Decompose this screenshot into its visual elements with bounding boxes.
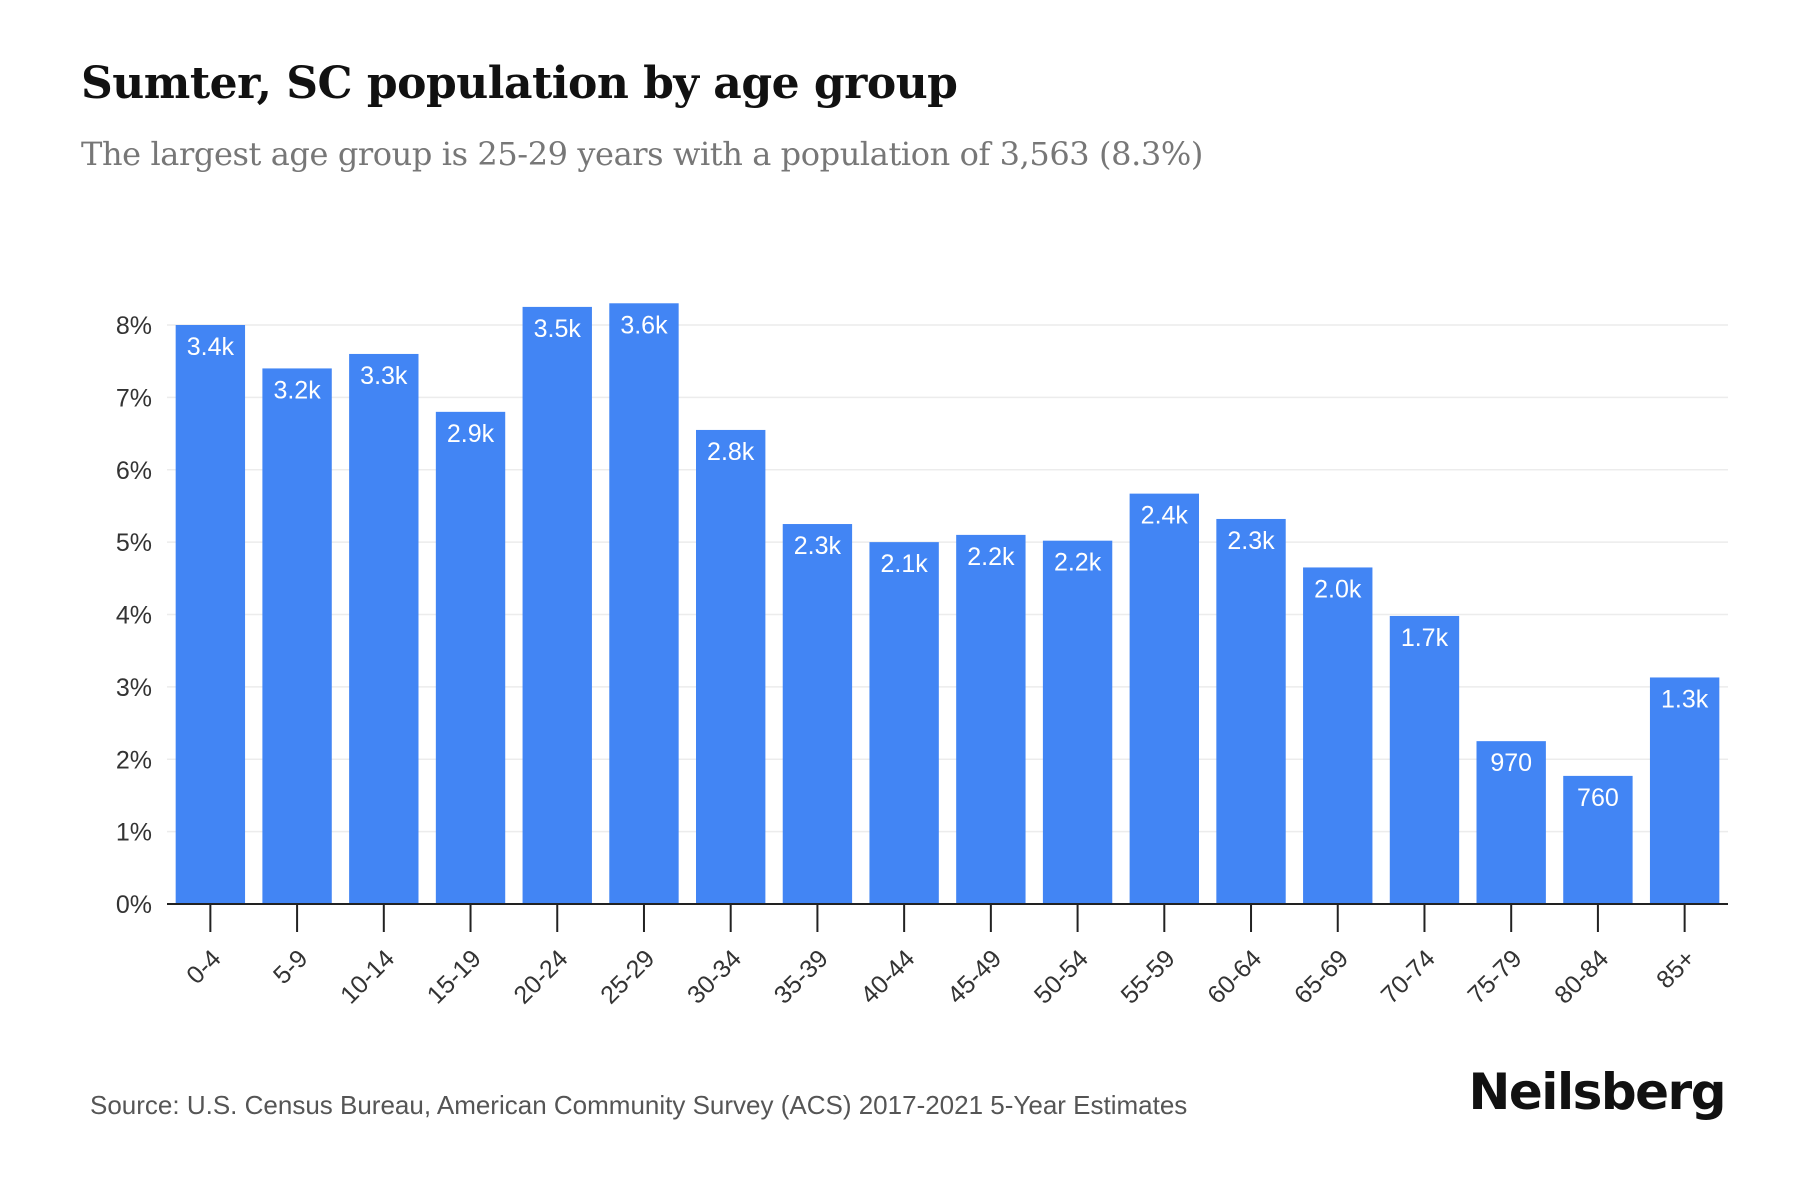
y-tick-label: 5% (116, 529, 152, 557)
bar (262, 368, 332, 904)
x-tick-label: 25-29 (595, 944, 660, 1009)
bar (1389, 615, 1460, 904)
bar-value-label: 2.3k (794, 532, 842, 560)
bar-value-label: 970 (1490, 749, 1532, 777)
x-tick-label: 20-24 (508, 944, 573, 1009)
x-tick-label: 10-14 (335, 944, 400, 1009)
y-tick-label: 3% (116, 674, 152, 702)
bar-value-label: 3.5k (534, 315, 582, 343)
bar (1476, 741, 1546, 904)
x-tick-label: 85+ (1651, 944, 1701, 994)
y-tick-label: 1% (116, 819, 152, 847)
y-tick-label: 2% (116, 746, 152, 774)
bar (175, 325, 246, 904)
x-tick-label: 50-54 (1029, 944, 1094, 1009)
bar-value-label: 2.3k (1227, 527, 1275, 555)
bar (956, 534, 1026, 904)
bar (696, 429, 766, 904)
x-tick-label: 15-19 (422, 944, 487, 1009)
bars: 3.4k 3.2k 3.3k 2.9k 3.5k 3.6k 2.8k 2.3k 2.1k 2.2k… (175, 303, 1720, 905)
bar (1303, 567, 1373, 904)
bar (1563, 775, 1633, 904)
bar (869, 542, 939, 904)
x-tick-label: 35-39 (769, 944, 834, 1009)
y-tick-label: 6% (116, 457, 152, 485)
bar (435, 411, 506, 904)
x-tick-label: 5-9 (268, 944, 313, 989)
x-axis-ticks: 0-4 5-9 10-14 15-19 20-24 25-29 30-34 35-39 40-4… (181, 904, 1701, 1009)
bar (609, 303, 679, 905)
x-tick-label: 55-59 (1116, 944, 1181, 1009)
y-axis-ticks: 0% 1% 2% 3% 4% 5% 6% 7% 8% (116, 312, 152, 919)
bar-value-label: 2.1k (881, 550, 929, 578)
source-note: Source: U.S. Census Bureau, American Com… (90, 1090, 1188, 1120)
y-tick-label: 8% (116, 312, 152, 340)
x-tick-label: 40-44 (855, 944, 920, 1009)
bar-value-label: 1.3k (1661, 685, 1709, 713)
bar-value-label: 3.4k (187, 333, 235, 361)
bar (522, 306, 592, 904)
y-tick-label: 4% (116, 602, 152, 630)
y-tick-label: 0% (116, 891, 152, 919)
page-title: Sumter, SC population by age group (81, 58, 958, 109)
bar-value-label: 3.3k (360, 362, 408, 390)
bar-value-label: 2.2k (967, 543, 1015, 571)
x-tick-label: 0-4 (181, 944, 226, 989)
x-tick-label: 65-69 (1289, 944, 1354, 1009)
bar (1042, 540, 1113, 904)
x-tick-label: 45-49 (942, 944, 1007, 1009)
x-tick-label: 30-34 (682, 944, 747, 1009)
brand-logo: Neilsberg (1468, 1063, 1727, 1121)
y-tick-label: 7% (116, 384, 152, 412)
bar-value-label: 2.4k (1141, 502, 1189, 530)
grid-lines (167, 324, 1728, 833)
page-subtitle: The largest age group is 25-29 years wit… (81, 135, 1203, 173)
bar-value-label: 760 (1577, 784, 1619, 812)
bar (1129, 493, 1199, 904)
bar-value-label: 2.8k (707, 438, 755, 466)
bar-value-label: 2.2k (1054, 549, 1102, 577)
bar (1649, 677, 1720, 904)
x-tick-label: 60-64 (1202, 944, 1267, 1009)
bar (349, 353, 419, 904)
bar (1216, 518, 1286, 904)
bar-value-label: 3.6k (620, 311, 668, 339)
bar-value-label: 2.9k (447, 420, 495, 448)
x-tick-label: 75-79 (1462, 944, 1527, 1009)
x-tick-label: 80-84 (1549, 944, 1614, 1009)
bar-value-label: 3.2k (273, 376, 321, 404)
bar-value-label: 1.7k (1401, 624, 1449, 652)
bar (782, 524, 853, 904)
bar-value-label: 2.0k (1314, 575, 1362, 603)
x-tick-label: 70-74 (1376, 944, 1441, 1009)
